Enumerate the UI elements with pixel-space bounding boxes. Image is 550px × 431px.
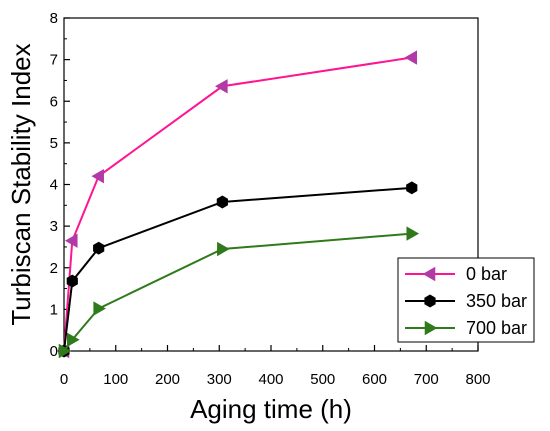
legend-label: 0 bar xyxy=(466,264,507,284)
x-tick-label: 100 xyxy=(103,371,128,388)
legend-entry: 0 bar xyxy=(405,264,507,284)
series-layer xyxy=(56,50,420,359)
legend: 0 bar 350 bar 700 bar xyxy=(397,257,535,343)
x-tick-label: 300 xyxy=(207,371,232,388)
x-tick-label: 700 xyxy=(414,371,439,388)
data-point xyxy=(67,332,80,347)
data-point xyxy=(64,233,78,248)
data-point xyxy=(217,241,230,257)
x-tick-label: 400 xyxy=(258,371,283,388)
series-line xyxy=(63,232,412,352)
data-point xyxy=(406,226,420,241)
series-1 xyxy=(58,181,418,358)
y-tick-label: 5 xyxy=(50,135,58,152)
legend-entry: 700 bar xyxy=(405,318,527,338)
y-tick-label: 1 xyxy=(50,301,58,318)
data-point xyxy=(93,241,105,255)
legend-label: 350 bar xyxy=(466,291,527,311)
x-tick-label: 800 xyxy=(465,371,490,388)
legend-marker xyxy=(422,266,436,282)
y-tick-label: 8 xyxy=(50,10,58,27)
data-point xyxy=(404,50,418,65)
y-tick-label: 4 xyxy=(50,177,58,194)
series-0 xyxy=(56,50,418,359)
x-tick-label: 500 xyxy=(310,371,335,388)
y-tick-label: 0 xyxy=(50,343,58,360)
series-2 xyxy=(58,226,420,359)
x-tick-label: 600 xyxy=(362,371,387,388)
series-line xyxy=(63,186,412,352)
x-axis-title: Aging time (h) xyxy=(190,394,352,424)
data-point xyxy=(66,274,78,288)
y-tick-label: 6 xyxy=(50,93,58,110)
legend-entry: 350 bar xyxy=(405,291,527,311)
data-point xyxy=(215,79,228,94)
data-point xyxy=(216,195,228,209)
x-tick-label: 200 xyxy=(155,371,180,388)
data-point xyxy=(93,301,106,316)
legend-label: 700 bar xyxy=(466,318,527,338)
x-tick-label: 0 xyxy=(60,371,68,388)
y-tick-label: 7 xyxy=(50,52,58,69)
y-axis-title: Turbiscan Stability Index xyxy=(6,43,36,325)
data-point xyxy=(58,343,72,359)
legend-marker xyxy=(424,320,438,336)
data-point xyxy=(91,168,104,184)
data-point xyxy=(406,181,418,195)
y-tick-label: 2 xyxy=(50,260,58,277)
series-line xyxy=(63,56,412,352)
y-tick-label: 3 xyxy=(50,218,58,235)
axis-ticks: 0 100 200 300 400 500 600 700 800 0 1 2 3 4 5 6 7 8 xyxy=(50,10,491,388)
legend-marker xyxy=(424,294,436,308)
